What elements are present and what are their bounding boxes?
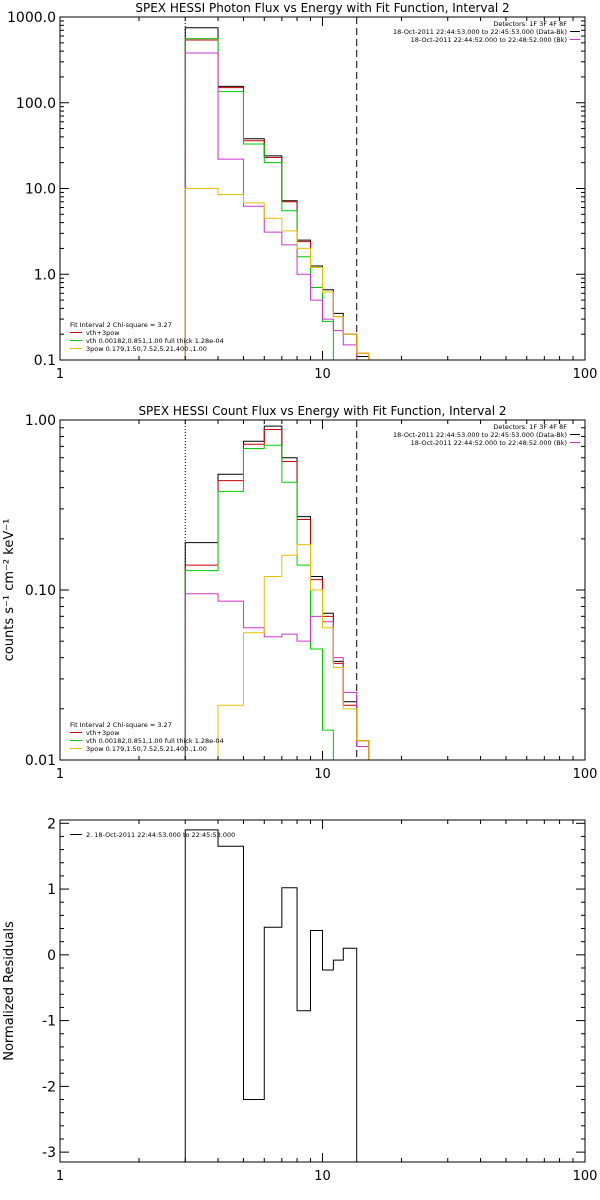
series-line-2: [184, 428, 370, 760]
x-axis: 1 10 100: [56, 420, 598, 782]
legend-entry-label: 18-Oct-2011 22:44:52.000 to 22:48:52.000…: [411, 439, 567, 447]
chart-title: SPEX HESSI Count Flux vs Energy with Fit…: [138, 404, 506, 418]
series-line-3: [184, 38, 344, 360]
series-line-1: [184, 27, 370, 360]
x-axis: 1 10 100: [56, 820, 598, 1184]
series-line-1: [184, 829, 358, 1162]
y-tick-label: 0.10: [25, 583, 56, 599]
x-tick-label: 10: [314, 767, 331, 782]
series-line-4: [184, 593, 370, 760]
legend-entry-label: 3pow 0.179,1.50,7.52,5.21,400.,1.00: [86, 745, 207, 753]
x-tick-label: 1: [56, 767, 64, 782]
plot-area: [184, 17, 370, 360]
chart-panel-1: SPEX HESSI Photon Flux vs Energy with Fi…: [7, 1, 598, 382]
chart-panel-2: SPEX HESSI Count Flux vs Energy with Fit…: [2, 404, 598, 782]
plot-area: [184, 829, 358, 1162]
y-tick-label: 10.0: [25, 182, 56, 198]
legend-header: Detectors: 1F 3F 4F 8F: [493, 20, 567, 28]
chart-title: SPEX HESSI Photon Flux vs Energy with Fi…: [135, 1, 509, 15]
y-tick-label: 0: [47, 948, 56, 964]
plot-frame: [59, 819, 586, 1163]
legend-entry-label: vth+3pow: [86, 329, 120, 337]
y-tick-label: 1.00: [25, 413, 56, 429]
y-tick-label: 1: [47, 882, 56, 898]
legend-entry-label: 2. 18-Oct-2011 22:44:53.000 to 22:45:53.…: [86, 831, 235, 839]
y-axis: 1.00 0.10 0.01: [25, 413, 585, 769]
legend-header: Detectors: 1F 3F 4F 8F: [493, 423, 567, 431]
x-tick-label: 1: [56, 1169, 64, 1184]
y-tick-label: -1: [42, 1014, 56, 1030]
legend-top-left: 2. 18-Oct-2011 22:44:53.000 to 22:45:53.…: [70, 831, 235, 839]
legend-entry-label: 18-Oct-2011 22:44:53.000 to 22:45:53.000…: [393, 28, 567, 36]
legend-bottom-left: Fit Interval 2 Chi-square = 3.27vth+3pow…: [70, 721, 224, 753]
legend-entry-label: vth+3pow: [86, 729, 120, 737]
y-tick-label: 0.01: [25, 753, 56, 769]
legend-header: Fit Interval 2 Chi-square = 3.27: [70, 721, 172, 729]
y-tick-label: 0.1: [34, 353, 56, 369]
y-tick-label: 1.0: [34, 267, 56, 283]
x-tick-label: 10: [314, 367, 331, 382]
x-tick-label: 10: [314, 1169, 331, 1184]
series-line-1: [184, 425, 370, 760]
y-axis-label: counts s⁻¹ cm⁻² keV⁻¹: [2, 519, 17, 662]
x-tick-label: 1: [56, 367, 64, 382]
series-line-5: [217, 544, 370, 760]
plot-area: [184, 420, 370, 760]
y-tick-label: 1000.0: [7, 10, 56, 26]
legend-entry-label: 18-Oct-2011 22:44:52.000 to 22:48:52.000…: [411, 36, 567, 44]
series-line-5: [184, 188, 370, 360]
y-tick-label: 100.0: [16, 96, 56, 112]
legend-entry-label: 18-Oct-2011 22:44:53.000 to 22:45:53.000…: [393, 431, 567, 439]
y-axis: 2 1 0 -1 -2 -3: [42, 816, 585, 1161]
legend-entry-label: vth 0.00182,0.851,1.00 full thick 1.28e-…: [86, 337, 224, 345]
y-axis: 1000.0 100.0 10.0 1.0 0.1: [7, 10, 585, 369]
x-tick-label: 100: [573, 1169, 598, 1184]
x-axis: 1 10 100: [56, 17, 598, 382]
x-tick-label: 100: [573, 367, 598, 382]
y-tick-label: -2: [42, 1079, 56, 1095]
legend-entry-label: 3pow 0.179,1.50,7.52,5.21,400.,1.00: [86, 345, 207, 353]
x-tick-label: 100: [573, 767, 598, 782]
y-tick-label: -3: [42, 1145, 56, 1161]
legend-entry-label: vth 0.00182,0.851,1.00 full thick 1.28e-…: [86, 737, 224, 745]
legend-header: Fit Interval 2 Chi-square = 3.27: [70, 321, 172, 329]
y-axis-label: Normalized Residuals: [2, 921, 17, 1061]
series-line-3: [184, 444, 334, 760]
y-tick-label: 2: [47, 816, 56, 832]
legend-bottom-left: Fit Interval 2 Chi-square = 3.27vth+3pow…: [70, 321, 224, 353]
series-line-4: [184, 52, 370, 360]
